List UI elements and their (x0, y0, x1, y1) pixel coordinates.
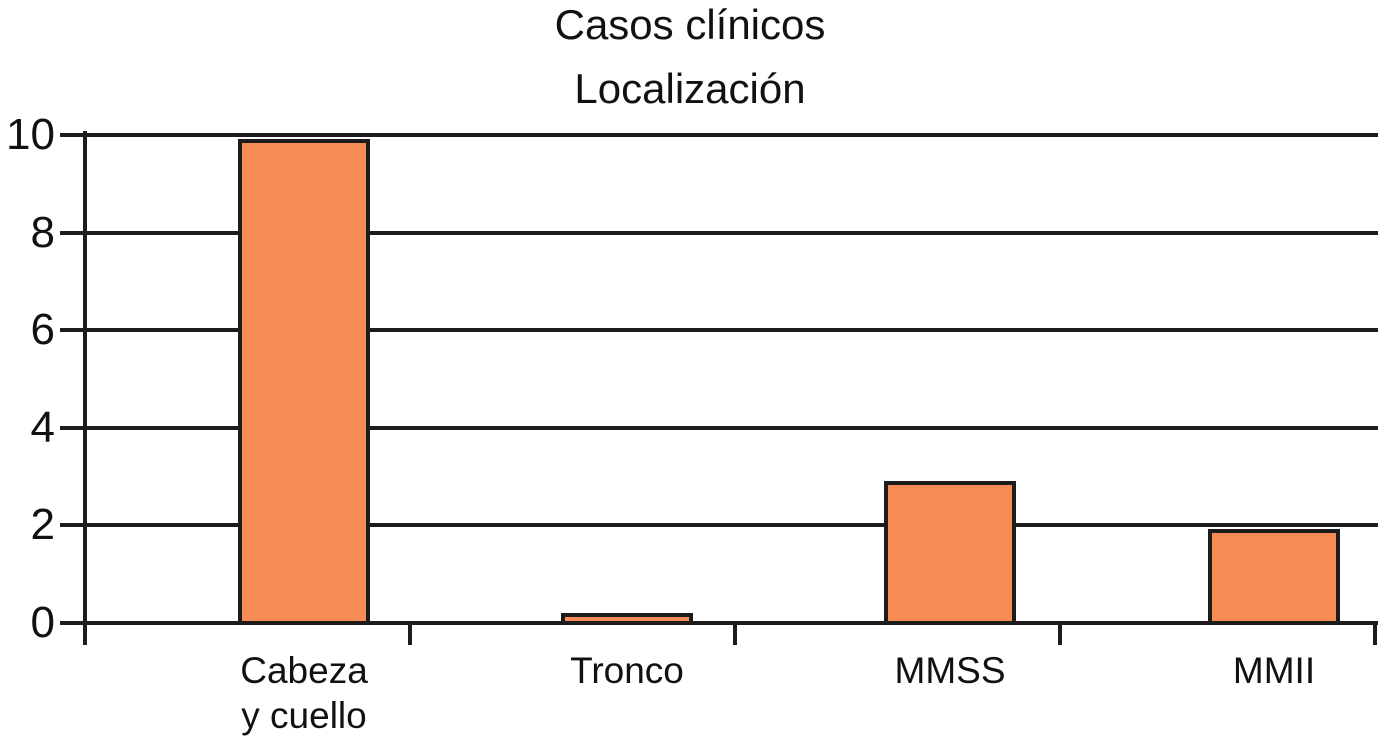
y-axis-tick-label: 6 (30, 305, 55, 355)
y-axis-tick (60, 425, 85, 430)
bar (884, 480, 1016, 625)
x-axis-category-label-line: Cabeza (240, 650, 368, 691)
y-axis-tick-label: 0 (30, 598, 55, 647)
x-axis-category-label-line: MMSS (894, 650, 1006, 691)
chart-title: Casos clínicos (554, 1, 826, 48)
y-axis-tick-label: 2 (30, 500, 55, 550)
y-axis-tick-label: 10 (6, 110, 55, 159)
gridline (85, 230, 1378, 235)
y-axis-tick (60, 328, 85, 333)
gridline (85, 425, 1378, 430)
y-axis-tick (60, 133, 85, 137)
x-axis-category-label: MMSS (790, 648, 1110, 693)
chart-subtitle: Localización (574, 65, 806, 112)
y-axis-tick (60, 230, 85, 235)
gridline (85, 621, 1378, 625)
x-axis-tick (733, 623, 737, 645)
y-axis-tick (60, 523, 85, 528)
y-axis-tick-label: 4 (30, 402, 55, 452)
x-axis-tick (1373, 623, 1377, 645)
x-axis-category-label-line: MMII (1232, 650, 1316, 691)
x-axis-tick (1058, 623, 1062, 645)
x-axis-category-label: Cabeza y cuello (144, 648, 464, 738)
gridline (85, 328, 1378, 333)
gridline (85, 133, 1378, 137)
y-axis-line (83, 131, 87, 645)
bar (561, 613, 693, 625)
x-axis-tick (408, 623, 412, 645)
y-axis-tick (60, 621, 85, 625)
x-axis-category-label: MMII (1114, 648, 1380, 693)
gridline (85, 523, 1378, 528)
bar (238, 139, 370, 625)
x-axis-category-label: Tronco (467, 648, 787, 693)
y-axis-tick-label: 8 (30, 207, 55, 257)
x-axis-category-label-line: Tronco (570, 650, 684, 691)
x-axis-category-label-line: y cuello (241, 695, 367, 737)
bar (1208, 529, 1340, 625)
